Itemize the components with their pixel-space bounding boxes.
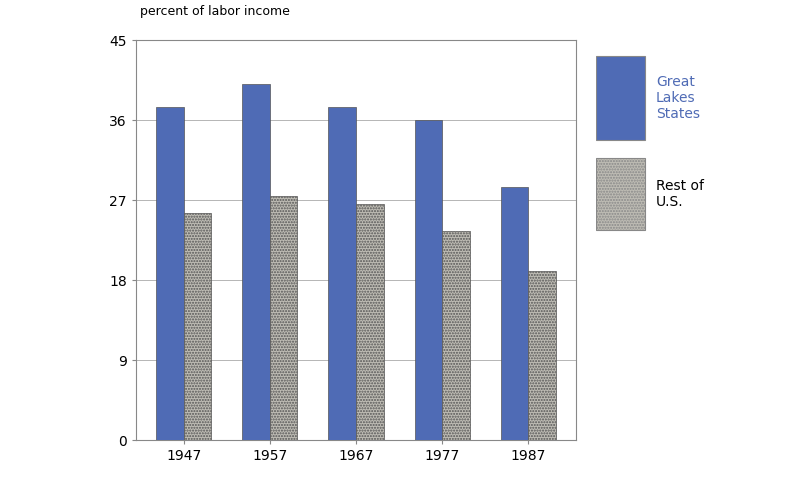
Bar bbox=[356, 204, 383, 440]
Bar bbox=[596, 56, 646, 140]
Bar bbox=[156, 106, 183, 440]
Bar bbox=[529, 271, 556, 440]
Bar bbox=[442, 231, 470, 440]
Text: Rest of
U.S.: Rest of U.S. bbox=[656, 179, 704, 209]
Bar bbox=[242, 84, 270, 440]
Bar bbox=[183, 214, 211, 440]
Bar bbox=[501, 186, 529, 440]
Bar bbox=[329, 106, 356, 440]
Bar bbox=[414, 120, 442, 440]
Text: percent of labor income: percent of labor income bbox=[141, 5, 290, 18]
Bar bbox=[270, 196, 298, 440]
Text: Great
Lakes
States: Great Lakes States bbox=[656, 75, 700, 121]
Bar bbox=[596, 158, 646, 230]
